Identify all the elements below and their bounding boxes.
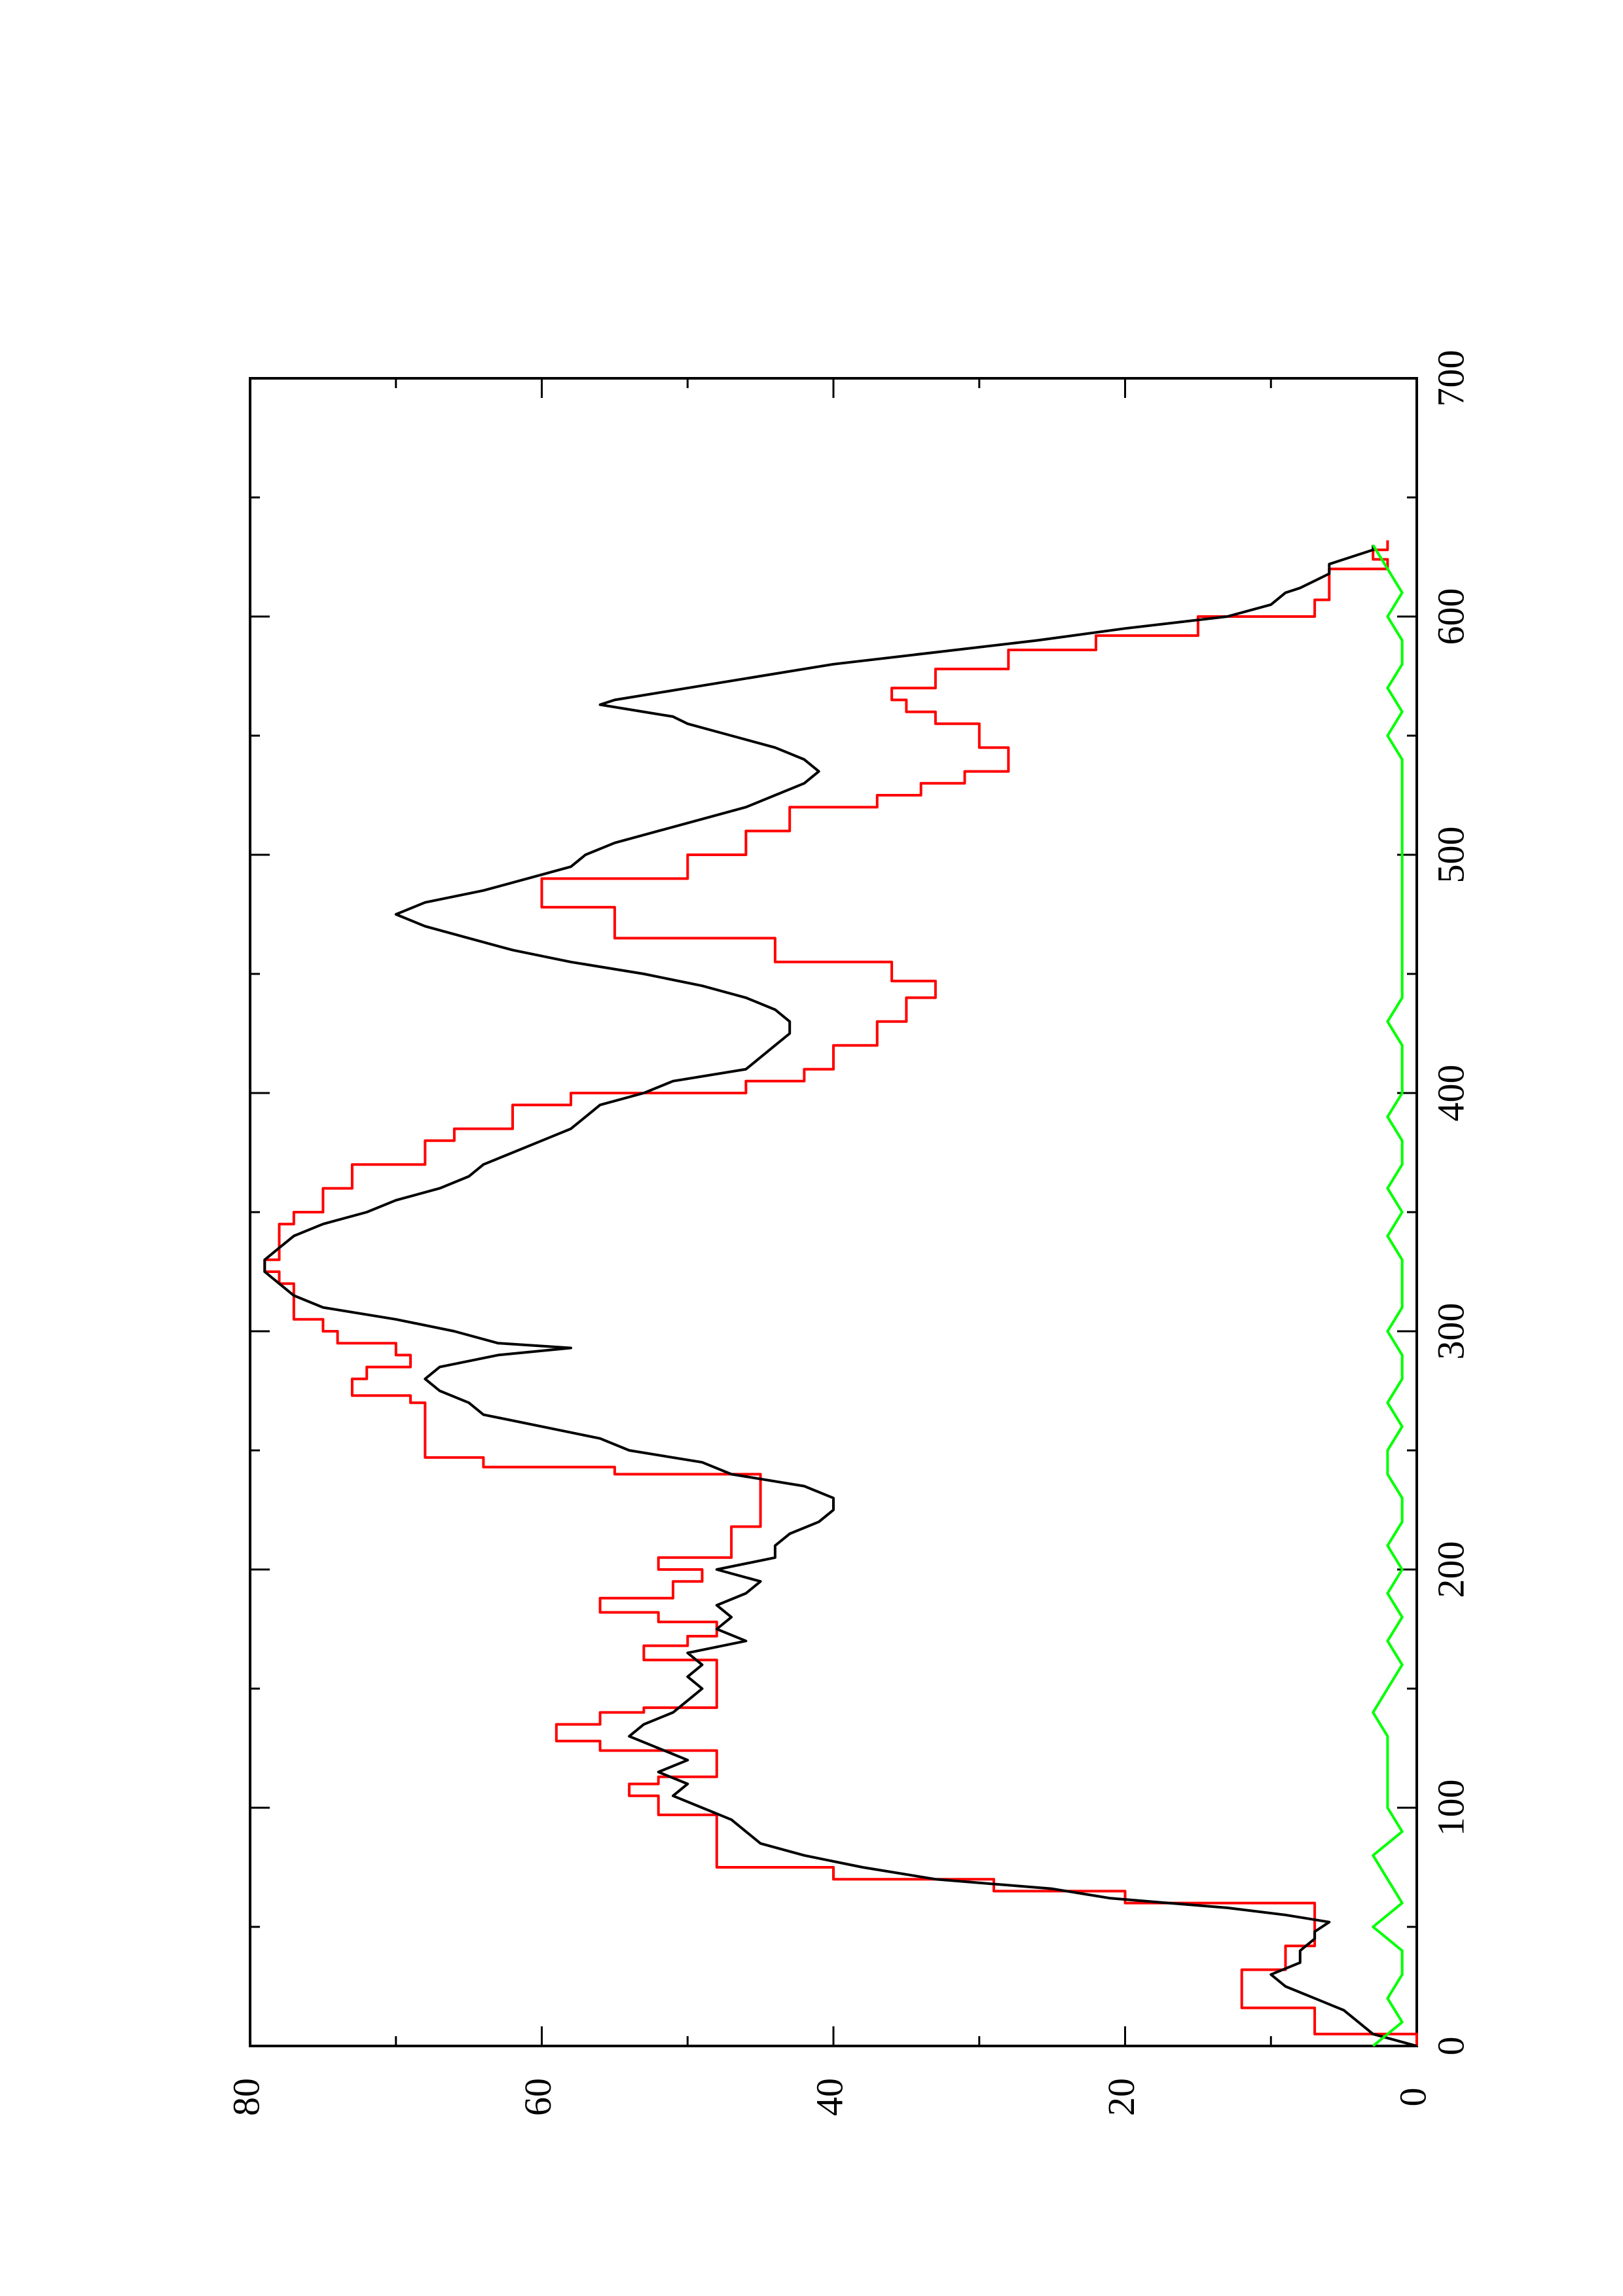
x-tick-label: 500 [1429,827,1472,884]
y-tick-label: 80 [225,2078,267,2116]
axis-tick-labels: 0 100 200 300 400 500 600 700 0 20 40 60 80 [225,350,1472,2117]
x-tick-label: 200 [1429,1541,1472,1598]
x-tick-label: 300 [1429,1303,1472,1360]
y-tick-label: 40 [808,2078,850,2116]
x-tick-label: 700 [1429,350,1472,407]
plot-frame [249,377,1418,2047]
x-tick-label: 0 [1429,2037,1472,2056]
y-tick-label: 20 [1100,2078,1142,2116]
series-green-line [1372,544,1404,2047]
y-tick-label: 0 [1391,2088,1434,2107]
x-tick-label: 400 [1429,1065,1472,1122]
x-tick-label: 600 [1429,588,1472,645]
y-tick-label: 60 [517,2078,559,2116]
series-black-line [263,545,1417,2047]
x-tick-label: 100 [1429,1780,1472,1837]
series-group [263,540,1418,2047]
axis-ticks [249,377,1418,2047]
series-red-line [263,540,1418,2046]
